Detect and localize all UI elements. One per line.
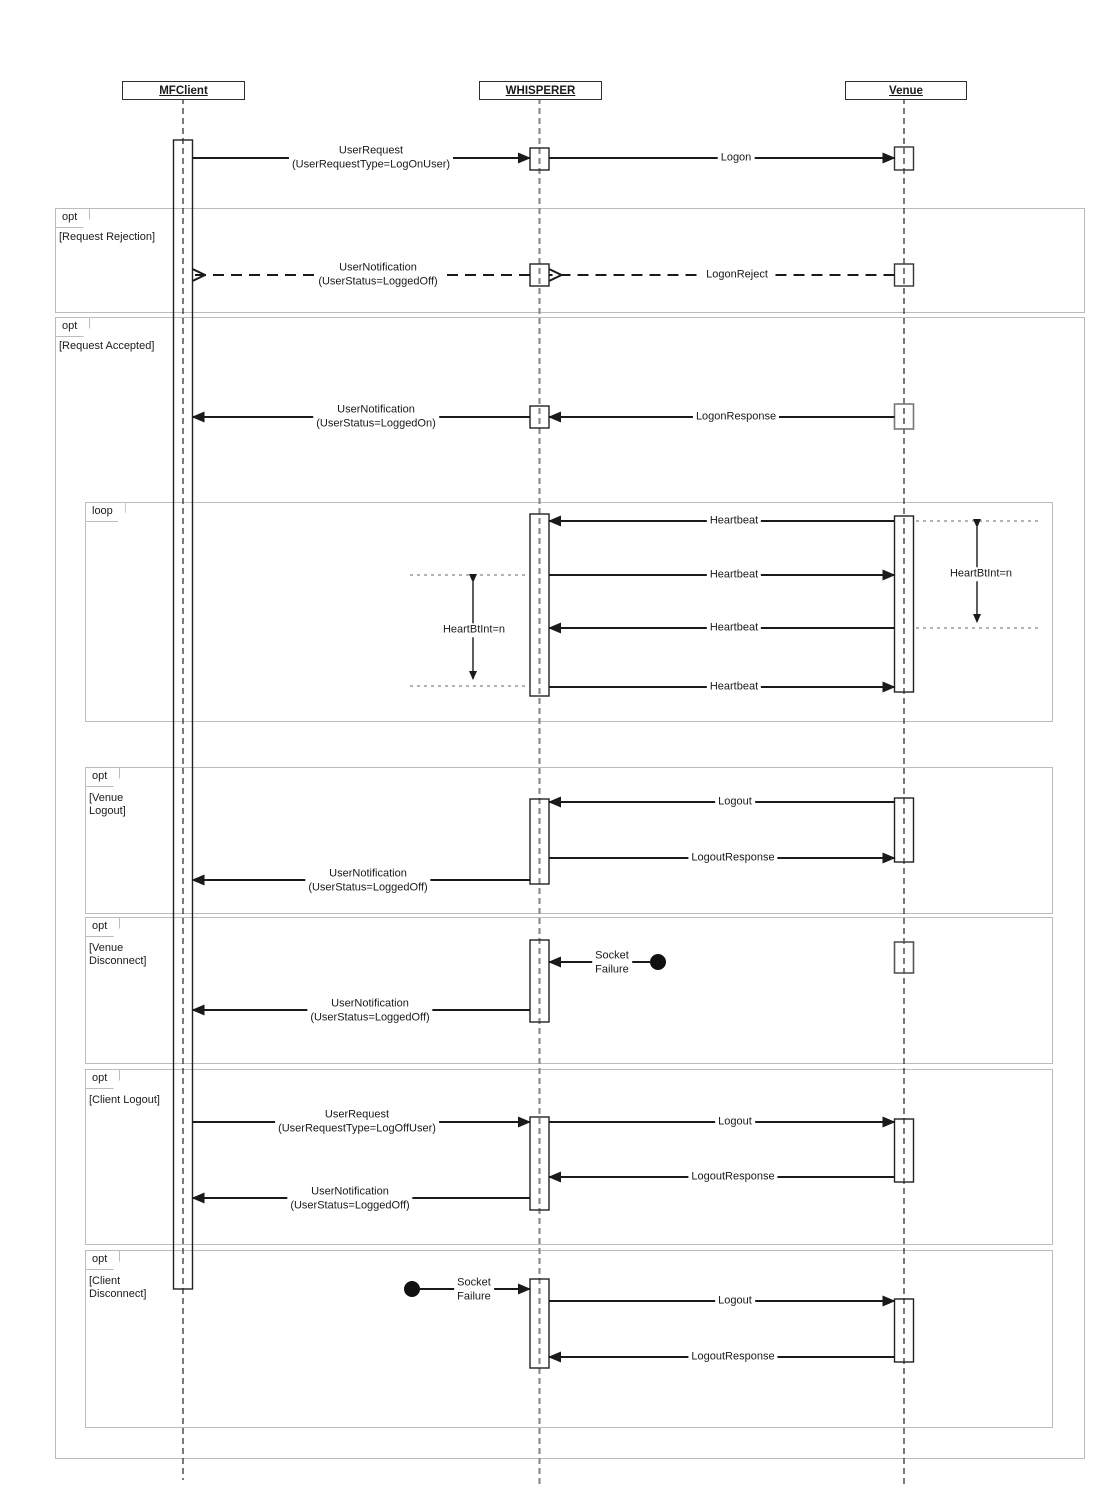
activation-venue — [893, 515, 915, 693]
message-label-logout-disc: Logout — [715, 1294, 755, 1308]
activation-venue — [893, 1298, 915, 1363]
activation-whisperer — [529, 798, 550, 885]
fragment-guard: [Request Rejection] — [59, 231, 155, 243]
message-label-heartbeat-1: Heartbeat — [706, 514, 762, 528]
fragment-opt-venue-logout: opt [Venue Logout] — [85, 767, 1053, 914]
message-label-socket-failure-client: Socket Failure — [454, 1276, 494, 1304]
message-label-notify-logged-off-3: UserNotification (UserStatus=LoggedOff) — [307, 997, 433, 1025]
fragment-guard: [Client Logout] — [89, 1094, 160, 1106]
fragment-opt-venue-disconnect: opt [Venue Disconnect] — [85, 917, 1053, 1064]
actor-venue: Venue — [845, 81, 967, 100]
message-label-notify-logged-off-4: UserNotification (UserStatus=LoggedOff) — [287, 1185, 413, 1213]
fragment-guard: [Venue Logout] — [89, 792, 126, 817]
found-message-endpoint — [404, 1281, 420, 1297]
message-label-logout-response-venue: LogoutResponse — [688, 851, 778, 865]
annotation-heartbeat-interval-right: HeartBtInt=n — [946, 567, 1016, 581]
activation-venue — [893, 1118, 915, 1183]
fragment-operator-tab: opt — [85, 767, 121, 787]
fragment-operator-tab: opt — [85, 1069, 121, 1089]
actor-whisperer: WHISPERER — [479, 81, 602, 100]
activation-whisperer — [529, 1116, 550, 1211]
message-label-logon: Logon — [717, 151, 755, 165]
activation-venue — [893, 941, 915, 974]
message-label-socket-failure-venue: Socket Failure — [592, 949, 632, 977]
activation-mfclient — [172, 139, 194, 1290]
fragment-opt-request-accepted: opt [Request Accepted] — [55, 317, 1085, 1459]
message-label-notify-logged-on: UserNotification (UserStatus=LoggedOn) — [313, 403, 439, 431]
found-message-endpoint — [650, 954, 666, 970]
fragment-operator-tab: loop — [85, 502, 126, 522]
fragment-opt-client-logout: opt [Client Logout] — [85, 1069, 1053, 1245]
actor-label: WHISPERER — [505, 84, 576, 97]
activation-venue — [893, 797, 915, 863]
message-label-heartbeat-4: Heartbeat — [706, 680, 762, 694]
activation-whisperer — [529, 1278, 550, 1369]
activation-venue — [893, 403, 915, 430]
fragment-operator-tab: opt — [85, 917, 121, 937]
message-label-logoff-request: UserRequest (UserRequestType=LogOffUser) — [275, 1108, 439, 1136]
message-label-notify-logged-off-1: UserNotification (UserStatus=LoggedOff) — [315, 261, 441, 289]
fragment-operator-tab: opt — [85, 1250, 121, 1270]
message-label-logon-request: UserRequest (UserRequestType=LogOnUser) — [288, 144, 454, 172]
activation-whisperer — [529, 939, 550, 1023]
message-label-logout-response-disc: LogoutResponse — [688, 1350, 778, 1364]
actor-label: Venue — [889, 84, 923, 97]
fragment-guard: [Client Disconnect] — [89, 1275, 147, 1300]
activation-whisperer — [529, 513, 550, 697]
actor-mfclient: MFClient — [122, 81, 245, 100]
fragment-opt-client-disconnect: opt [Client Disconnect] — [85, 1250, 1053, 1428]
message-label-logon-response: LogonResponse — [692, 410, 780, 424]
fragment-loop-heartbeat: loop — [85, 502, 1053, 722]
annotation-heartbeat-interval-left: HeartBtInt=n — [439, 623, 509, 637]
fragment-operator-tab: opt — [55, 208, 91, 228]
fragment-guard: [Venue Disconnect] — [89, 942, 147, 967]
message-label-heartbeat-2: Heartbeat — [706, 568, 762, 582]
message-label-logout-venue: Logout — [715, 795, 755, 809]
message-label-logon-reject: LogonReject — [703, 268, 771, 282]
fragment-opt-request-rejection: opt [Request Rejection] — [55, 208, 1085, 313]
fragment-guard: [Request Accepted] — [59, 340, 155, 352]
message-label-notify-logged-off-2: UserNotification (UserStatus=LoggedOff) — [305, 867, 431, 895]
message-label-logout-client: Logout — [715, 1115, 755, 1129]
actor-label: MFClient — [159, 84, 208, 97]
message-label-heartbeat-3: Heartbeat — [706, 621, 762, 635]
fragment-operator-tab: opt — [55, 317, 91, 337]
message-label-logout-response-client: LogoutResponse — [688, 1170, 778, 1184]
